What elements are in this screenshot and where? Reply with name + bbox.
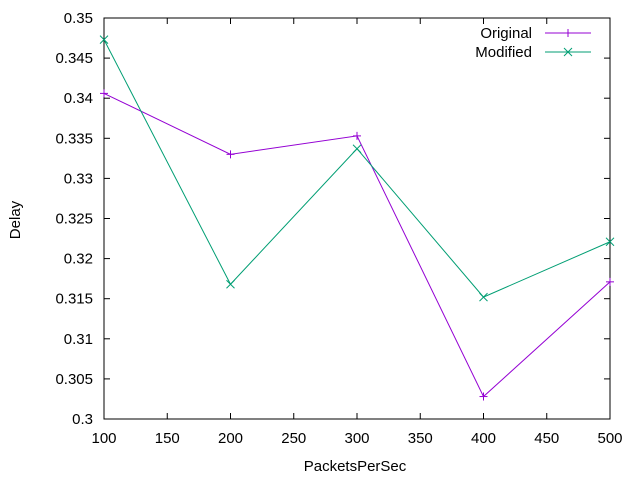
y-tick-label: 0.3 — [72, 411, 93, 428]
series-line-modified — [103, 39, 611, 298]
plot-border — [103, 17, 611, 420]
y-tick-label: 0.31 — [64, 331, 93, 348]
x-tick-label: 100 — [91, 430, 116, 447]
x-tick-label: 500 — [597, 430, 622, 447]
y-axis-label: Delay — [7, 200, 24, 239]
x-tick-label: 150 — [155, 430, 180, 447]
data-point-modified — [479, 292, 488, 302]
series-layer — [99, 35, 615, 401]
data-point-original — [226, 150, 235, 159]
legend-marker — [563, 47, 573, 57]
data-point-original — [353, 131, 361, 140]
x-tick-label: 400 — [471, 430, 496, 447]
y-tick-label: 0.315 — [55, 291, 93, 308]
legend-item-modified: Modified — [475, 44, 591, 61]
y-tick-label: 0.335 — [55, 130, 93, 147]
legend-marker — [564, 29, 572, 37]
x-tick-label: 300 — [344, 430, 369, 447]
y-tick-label: 0.35 — [64, 10, 93, 27]
data-point-modified — [226, 279, 235, 289]
y-tick-label: 0.33 — [64, 170, 93, 187]
x-axis-label: PacketsPerSec — [304, 458, 407, 475]
x-tick-label: 200 — [218, 430, 243, 447]
x-tick-label: 250 — [281, 430, 306, 447]
y-tick-label: 0.325 — [55, 211, 93, 228]
data-point-original — [479, 392, 488, 401]
data-point-original — [606, 277, 614, 286]
data-point-modified — [352, 144, 362, 154]
data-point-original — [100, 89, 108, 98]
legend-item-original: Original — [480, 25, 591, 42]
legend-label: Modified — [475, 44, 532, 61]
ticks: 100 150 200 250 300 350 400 450 500 0.3 0.305 0.31 0… — [55, 10, 622, 447]
x-tick-label: 450 — [534, 430, 559, 447]
x-tick-label: 350 — [408, 430, 433, 447]
y-tick-label: 0.34 — [64, 90, 93, 107]
legend: Original Modified — [475, 25, 591, 61]
y-tick-label: 0.305 — [55, 371, 93, 388]
axes — [103, 17, 611, 420]
y-tick-label: 0.345 — [55, 50, 93, 67]
y-tick-label: 0.32 — [64, 251, 93, 268]
data-point-modified — [605, 237, 615, 247]
data-point-modified — [99, 35, 109, 45]
legend-label: Original — [480, 25, 532, 42]
